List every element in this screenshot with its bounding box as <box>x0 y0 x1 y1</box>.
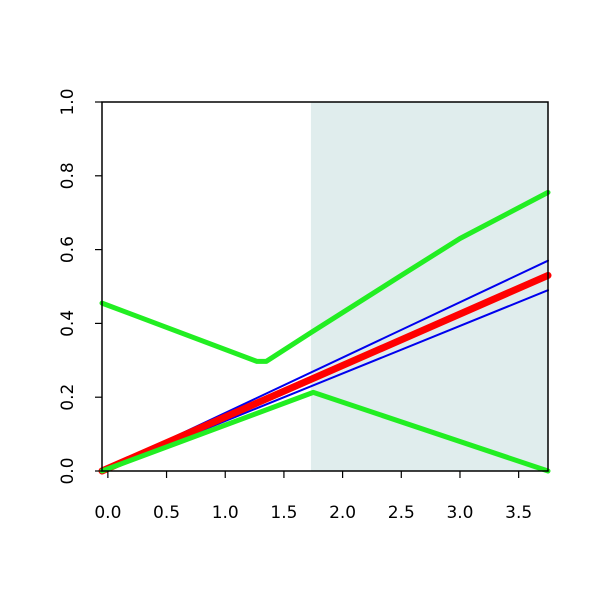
series-layer <box>98 189 552 475</box>
plot-frame <box>101 101 549 472</box>
series-line-5 <box>99 389 551 474</box>
x-tick-label: 2.5 <box>388 503 415 523</box>
x-tick-label: 1.5 <box>270 503 297 523</box>
x-tick-label: 1.0 <box>212 503 239 523</box>
y-tick-label: 0.6 <box>58 236 78 263</box>
y-tick-label: 0.0 <box>58 457 78 484</box>
x-tick-label: 3.0 <box>446 503 473 523</box>
axis-layer: 0.0 0.5 1.0 1.5 2.0 2.5 3.0 3.5 0.0 0.2 0.4 0.6 0.8 1… <box>58 88 532 523</box>
shaded-region-layer <box>310 102 548 471</box>
y-tick-label: 0.2 <box>58 384 78 411</box>
y-tick-label: 0.8 <box>58 162 78 189</box>
x-tick-label: 3.5 <box>505 503 532 523</box>
y-tick-label: 0.4 <box>58 310 78 337</box>
series-line-3 <box>98 271 552 475</box>
x-tick-label: 0.5 <box>153 503 180 523</box>
series-line-4 <box>99 189 551 364</box>
x-tick-label: 2.0 <box>329 503 356 523</box>
y-tick-label: 1.0 <box>58 88 78 115</box>
shaded-region <box>310 102 548 471</box>
x-tick-label: 0.0 <box>94 503 121 523</box>
